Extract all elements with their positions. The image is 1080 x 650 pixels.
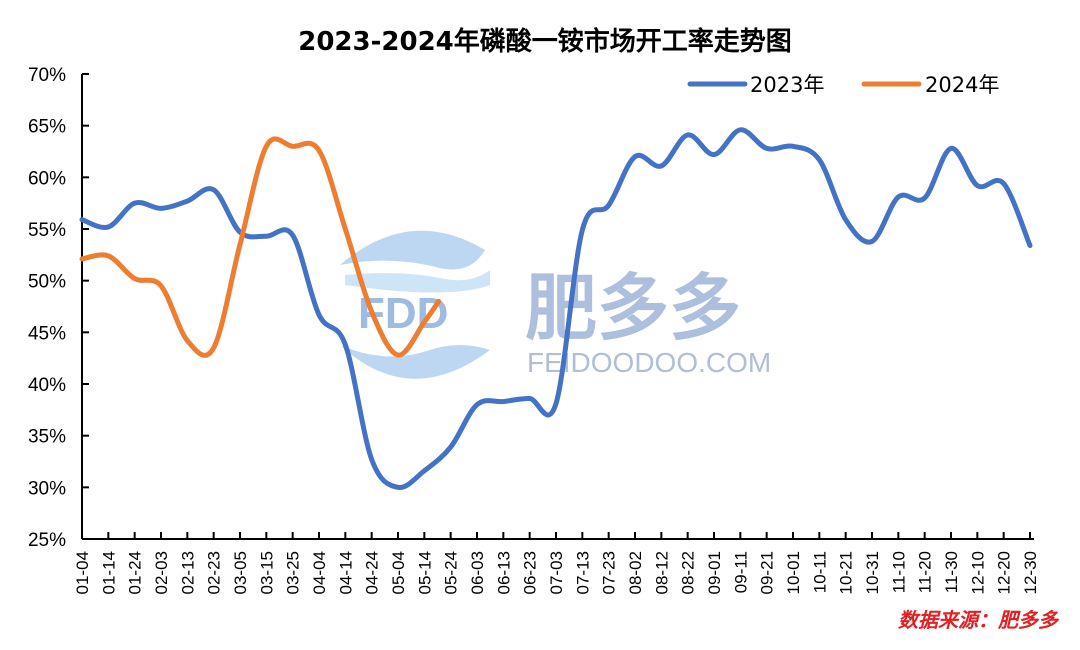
chart-title: 2023-2024年磷酸一铵市场开工率走势图: [298, 26, 792, 57]
watermark-brand-cn: 肥多多: [525, 266, 741, 350]
x-tick-label: 03-15: [257, 551, 276, 594]
x-tick-label: 10-31: [863, 551, 882, 594]
y-tick-label: 45%: [28, 323, 66, 344]
x-tick-label: 04-24: [363, 551, 382, 594]
x-tick-label: 05-14: [415, 551, 434, 594]
series-line-2024年: [79, 136, 442, 358]
x-tick-label: 01-04: [73, 551, 92, 594]
x-tick-label: 11-20: [916, 551, 935, 593]
x-tick-label: 05-24: [442, 551, 461, 594]
x-tick-label: 01-14: [99, 551, 118, 594]
x-tick-label: 02-03: [152, 551, 171, 594]
legend: 2023年 2024年: [687, 73, 999, 97]
legend-label-2024: 2024年: [925, 73, 999, 97]
x-tick-label: 04-14: [336, 551, 355, 594]
x-tick-label: 07-13: [573, 551, 592, 594]
y-tick-label: 25%: [28, 530, 66, 551]
x-tick-label: 09-21: [758, 551, 777, 594]
y-tick-label: 65%: [28, 117, 66, 138]
x-tick-label: 06-13: [494, 551, 513, 594]
x-tick-label: 11-10: [889, 551, 908, 593]
x-tick-label: 12-10: [968, 551, 987, 594]
y-tick-label: 30%: [28, 478, 66, 499]
series-lines: [79, 127, 1033, 490]
x-tick-label: 10-21: [837, 551, 856, 594]
y-tick-label: 55%: [28, 220, 66, 241]
x-tick-label: 07-23: [600, 551, 619, 594]
y-tick-label: 70%: [28, 65, 66, 86]
watermark-brand-url: FEIDOODOO.COM: [527, 347, 771, 378]
x-tick-label: 10-11: [810, 551, 829, 593]
x-tick-label: 02-23: [205, 551, 224, 594]
x-tick-label: 07-03: [547, 551, 566, 594]
x-tick-label: 04-04: [310, 551, 329, 594]
x-tick-label: 06-03: [468, 551, 487, 594]
x-tick-label: 11-30: [942, 551, 961, 593]
y-tick-label: 35%: [28, 427, 66, 448]
x-tick-label: 08-22: [679, 551, 698, 594]
x-tick-label: 12-30: [1021, 551, 1040, 594]
x-tick-label: 05-04: [389, 551, 408, 594]
x-tick-label: 03-05: [231, 551, 250, 594]
y-axis-ticks: 25% 30% 35% 40% 45% 50% 55% 60% 65% 70%: [28, 65, 89, 551]
y-tick-label: 60%: [28, 168, 66, 189]
x-tick-label: 08-12: [652, 551, 671, 594]
x-tick-label: 10-01: [784, 551, 803, 594]
x-tick-label: 03-25: [284, 551, 303, 594]
x-tick-label: 09-01: [705, 551, 724, 594]
series-line-2023年: [79, 127, 1033, 490]
x-axis-ticks: 01-04 01-14 01-24 02-03 02-13 02-23 03-05 03-15…: [73, 532, 1040, 594]
legend-label-2023: 2023年: [750, 73, 824, 97]
y-tick-label: 50%: [28, 272, 66, 293]
x-tick-label: 06-23: [521, 551, 540, 594]
x-tick-label: 08-02: [626, 551, 645, 594]
watermark-logo: FDD 肥多多 FEIDOODOO.COM: [340, 230, 771, 379]
x-tick-label: 01-24: [126, 551, 145, 594]
source-note: 数据来源：肥多多: [898, 608, 1060, 632]
x-tick-label: 09-11: [731, 551, 750, 593]
y-tick-label: 40%: [28, 375, 66, 396]
x-tick-label: 12-20: [995, 551, 1014, 594]
x-tick-label: 02-13: [178, 551, 197, 594]
